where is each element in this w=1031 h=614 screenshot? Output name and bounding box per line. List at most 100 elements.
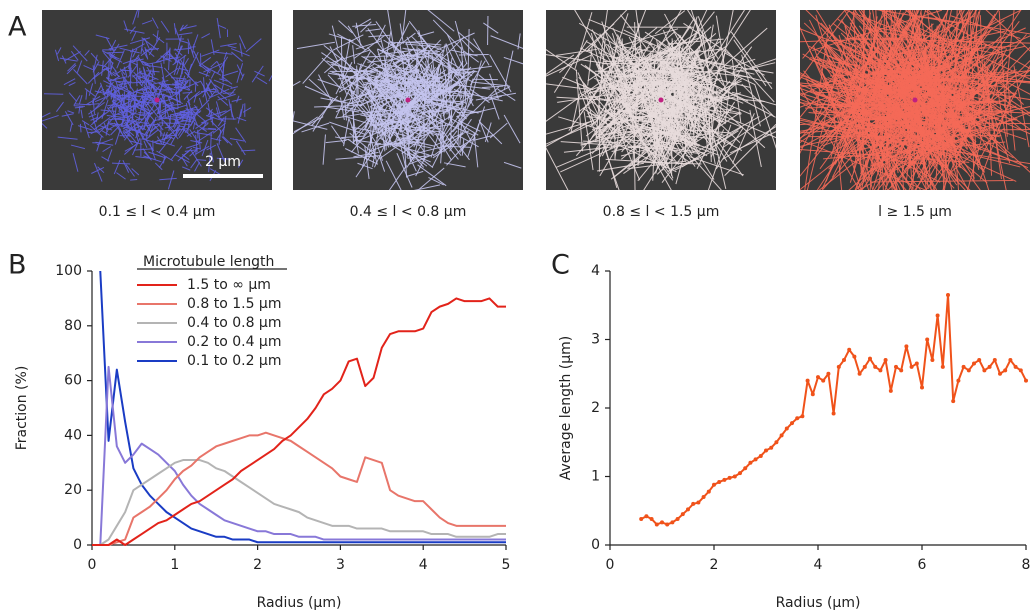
microtubule (156, 30, 159, 42)
microtubule (322, 134, 326, 165)
microtubule (158, 156, 167, 169)
microtubule (81, 120, 90, 126)
microtubule (123, 20, 129, 32)
microtubule (177, 113, 193, 116)
microtubule (73, 69, 88, 85)
microtubule (812, 45, 862, 190)
data-point (920, 385, 924, 390)
microtubule (201, 33, 211, 39)
microtubule (410, 77, 439, 109)
microtubule (985, 10, 1030, 52)
microtubule (621, 124, 644, 153)
data-point (639, 516, 644, 521)
microtubule (800, 26, 869, 181)
microtubule (142, 66, 148, 86)
microtubule (609, 87, 697, 100)
microtubule (123, 129, 131, 137)
microtubule (864, 27, 1005, 56)
microtubule (868, 127, 905, 190)
microtubule (598, 52, 684, 81)
microtubule (416, 98, 451, 106)
microtubule (116, 64, 131, 74)
microtubule (186, 90, 201, 103)
microtubule (878, 46, 896, 190)
microtubule (647, 133, 670, 170)
microtubule (114, 128, 121, 145)
microtubule (162, 83, 170, 87)
microtubule (588, 18, 653, 46)
microtubule (686, 10, 719, 59)
microtubule (800, 86, 860, 190)
data-point (743, 466, 748, 471)
microtubule (616, 27, 658, 60)
data-point (727, 475, 732, 480)
microtubule (137, 10, 140, 18)
microtubule (135, 76, 138, 87)
microtubule (886, 16, 892, 187)
microtubule (124, 121, 130, 128)
microtubule (185, 102, 191, 122)
microtubule (725, 48, 775, 103)
microtubule (101, 50, 120, 60)
microtubule (411, 35, 427, 52)
microtubule (342, 38, 351, 80)
microtubule (620, 14, 649, 51)
data-point (857, 371, 862, 376)
microtubule (216, 61, 223, 74)
data-point (696, 500, 701, 505)
data-point (940, 364, 945, 369)
microtubule (205, 82, 213, 96)
microtubule (195, 120, 208, 129)
microtubule (110, 119, 126, 136)
microtubule (126, 122, 139, 134)
microtubule (678, 44, 688, 110)
microtubule (689, 111, 741, 147)
microtubule (346, 75, 355, 90)
microtubule (293, 116, 319, 135)
microtubule (189, 51, 199, 70)
microtubule (209, 147, 214, 163)
microtubule (601, 21, 615, 55)
microtubule (360, 69, 380, 86)
microtubule (410, 80, 442, 83)
microtubule (619, 99, 670, 173)
y-tick-label: 100 (55, 263, 82, 279)
microtubule (866, 100, 939, 128)
microtubule (356, 98, 380, 107)
data-point (951, 399, 956, 404)
microtubule (314, 105, 356, 108)
microtubule (152, 79, 169, 85)
microtubule (213, 79, 233, 88)
microtubule (424, 54, 435, 80)
microtubule (645, 84, 701, 140)
microtubule (653, 45, 727, 94)
microtubule (446, 34, 464, 68)
microtubule (833, 55, 893, 95)
y-tick-label: 0 (591, 537, 600, 553)
microtubule (106, 51, 124, 54)
microtubule (369, 103, 373, 143)
microtubule (318, 74, 333, 104)
microtubule (151, 17, 159, 29)
microtubule (66, 64, 77, 75)
microtubule (209, 78, 219, 92)
microtubule (331, 49, 371, 64)
microtubule (166, 95, 183, 105)
data-point (909, 364, 914, 369)
microtubule (868, 19, 1005, 119)
microtubule (106, 77, 120, 94)
microtubule (143, 64, 163, 69)
microtubule (78, 95, 83, 105)
microtubule (101, 156, 110, 162)
microtubule (603, 58, 681, 63)
data-point (1018, 368, 1023, 373)
microtubule (174, 27, 181, 42)
microtubule (503, 56, 523, 65)
microtubule (580, 63, 619, 91)
microtubule (101, 53, 116, 69)
microtubule (854, 14, 920, 75)
data-point (982, 368, 987, 373)
microtubule (879, 27, 1006, 49)
microtubule (379, 88, 405, 91)
microtubule (867, 134, 956, 156)
